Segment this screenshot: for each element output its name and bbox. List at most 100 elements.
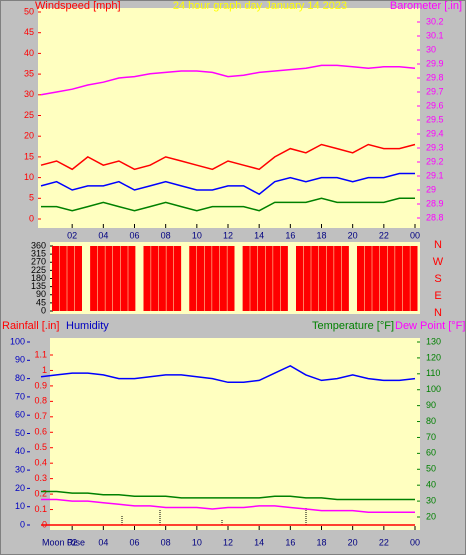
y-tick-label: 30 <box>426 495 436 505</box>
direction-bar <box>311 246 319 311</box>
direction-bar <box>174 246 182 311</box>
direction-bar <box>265 246 273 311</box>
y-tick-label: 1 <box>42 365 47 375</box>
y-tick-label: 110 <box>426 368 440 378</box>
direction-bar <box>52 246 60 311</box>
y-tick-label: 45 <box>24 27 34 37</box>
humidity-label: Humidity <box>66 320 109 332</box>
direction-bar <box>189 246 197 311</box>
x-tick-label: 14 <box>254 230 264 240</box>
direction-bar <box>143 246 151 311</box>
direction-bar <box>257 246 265 311</box>
y-tick-label: 0.1 <box>34 504 47 514</box>
wind-label: Windspeed [mph] <box>35 0 121 12</box>
y-tick-label: 15 <box>24 151 34 161</box>
direction-bar <box>387 246 395 311</box>
rain-label: Rainfall [.in] <box>2 320 59 332</box>
x-tick-label: 12 <box>223 230 233 240</box>
y-tick-label: 315 <box>31 249 46 259</box>
y-tick-label: 90 <box>15 355 25 365</box>
y-tick-label: 29 <box>426 184 436 194</box>
direction-bar <box>74 246 82 311</box>
direction-bar <box>364 246 372 311</box>
direction-bar <box>204 246 212 311</box>
y-tick-label: 29.4 <box>426 128 444 138</box>
x-tick-label: 00 <box>410 537 420 547</box>
series-line <box>40 64 416 96</box>
chart-title: 24 hour graph day January 14 2023 <box>173 0 347 12</box>
direction-bar <box>128 246 136 311</box>
y-tick-label: 135 <box>31 281 46 291</box>
compass-label: S <box>434 273 441 285</box>
y-tick-label: 0 <box>41 305 46 315</box>
y-tick-label: 360 <box>31 240 46 250</box>
y-tick-label: 29.6 <box>426 100 444 110</box>
direction-bar <box>59 246 67 311</box>
y-tick-label: 70 <box>15 391 25 401</box>
y-tick-label: 50 <box>15 428 25 438</box>
direction-bar <box>334 246 342 311</box>
x-tick-label: 10 <box>192 537 202 547</box>
y-tick-label: 28.9 <box>426 198 444 208</box>
y-tick-label: 80 <box>426 416 436 426</box>
direction-bar <box>379 246 387 311</box>
y-tick-label: 80 <box>15 373 25 383</box>
compass-label: N <box>434 307 442 319</box>
y-tick-label: 20 <box>24 131 34 141</box>
y-tick-label: 0.8 <box>34 396 47 406</box>
y-tick-label: 70 <box>426 432 436 442</box>
x-tick-label: 08 <box>161 537 171 547</box>
y-tick-label: 30 <box>24 89 34 99</box>
y-tick-label: 30 <box>426 44 436 54</box>
y-tick-label: 50 <box>24 6 34 16</box>
y-tick-label: 30 <box>15 464 25 474</box>
x-tick-label: 16 <box>285 230 295 240</box>
x-tick-label: 18 <box>316 230 326 240</box>
y-tick-label: 10 <box>24 172 34 182</box>
y-tick-label: 29.7 <box>426 86 444 96</box>
direction-bar <box>113 246 121 311</box>
y-tick-label: 1.1 <box>34 349 47 359</box>
wind-panel <box>38 8 420 228</box>
y-tick-label: 29.3 <box>426 142 444 152</box>
series-line <box>40 143 416 171</box>
x-tick-label: 18 <box>316 537 326 547</box>
direction-bar <box>410 246 418 311</box>
y-tick-label: 40 <box>24 48 34 58</box>
y-tick-label: 50 <box>426 464 436 474</box>
y-tick-label: 35 <box>24 68 34 78</box>
temperature-label: Temperature [°F] <box>312 320 394 332</box>
y-tick-label: 30.2 <box>426 16 444 26</box>
y-tick-label: 100 <box>426 384 441 394</box>
y-tick-label: 40 <box>426 480 436 490</box>
y-tick-label: 29.8 <box>426 72 444 82</box>
direction-bar <box>273 246 281 311</box>
series-line <box>41 490 415 501</box>
y-tick-label: 10 <box>15 501 25 511</box>
y-tick-label: 90 <box>426 400 436 410</box>
direction-bar <box>105 246 113 311</box>
y-tick-label: 90 <box>36 289 46 299</box>
direction-bar <box>120 246 128 311</box>
direction-bar <box>395 246 403 311</box>
x-tick-label: 06 <box>129 537 139 547</box>
direction-bar <box>296 246 304 311</box>
series-line <box>41 197 415 212</box>
x-tick-label: 02 <box>67 230 77 240</box>
direction-bar <box>402 246 410 311</box>
y-tick-label: 0 <box>20 519 25 529</box>
y-tick-label: 0.2 <box>34 488 47 498</box>
y-tick-label: 60 <box>15 410 25 420</box>
direction-bar <box>97 246 105 311</box>
y-tick-label: 0 <box>29 213 34 223</box>
y-tick-label: 28.8 <box>426 212 444 222</box>
direction-bar <box>318 246 326 311</box>
direction-bar <box>303 246 311 311</box>
direction-bar <box>166 246 174 311</box>
x-tick-label: 20 <box>348 230 358 240</box>
y-tick-label: 25 <box>24 110 34 120</box>
y-tick-label: 29.5 <box>426 114 444 124</box>
compass-label: E <box>434 290 441 302</box>
y-tick-label: 225 <box>31 265 46 275</box>
